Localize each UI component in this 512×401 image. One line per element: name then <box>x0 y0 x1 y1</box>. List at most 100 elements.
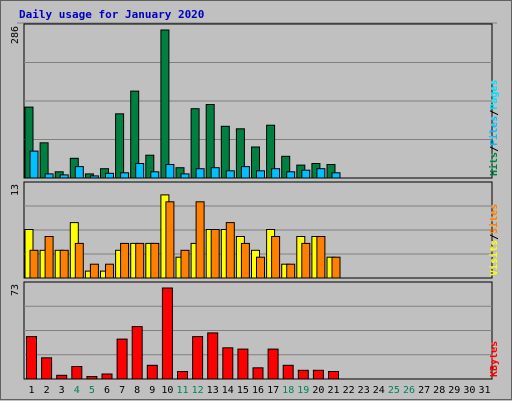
bar-sites-day-7 <box>120 242 130 279</box>
bar-files-day-14 <box>225 170 235 179</box>
x-tick-label: 28 <box>433 385 445 396</box>
bar-kbytes-day-4 <box>71 366 83 380</box>
y-max-label-kbytes: 73 <box>10 284 21 296</box>
bar-kbytes-day-17 <box>267 348 279 380</box>
bar-files-day-6 <box>105 172 114 179</box>
bar-files-day-20 <box>316 168 326 179</box>
x-tick-label: 9 <box>149 385 155 396</box>
bar-kbytes-day-10 <box>161 287 173 380</box>
bar-files-day-13 <box>210 167 220 179</box>
x-tick-label: 6 <box>104 385 110 396</box>
legend-item: KBytes <box>489 341 500 377</box>
bar-sites-day-20 <box>316 236 326 279</box>
bar-kbytes-day-15 <box>237 348 249 380</box>
bar-hits-day-18 <box>281 155 291 179</box>
x-tick-label: 20 <box>312 385 324 396</box>
bar-kbytes-day-12 <box>192 336 204 380</box>
bar-files-day-10 <box>165 164 175 179</box>
bar-sites-day-10 <box>165 201 175 279</box>
bar-hits-day-7 <box>115 113 125 179</box>
x-tick-label: 16 <box>252 385 264 396</box>
legend-item: Files <box>488 116 500 146</box>
bar-kbytes-day-5 <box>86 376 98 380</box>
bar-files-day-21 <box>331 172 341 179</box>
x-tick-label: 25 <box>388 385 400 396</box>
bar-files-day-11 <box>180 173 190 179</box>
bar-files-day-7 <box>120 172 130 179</box>
bar-sites-day-14 <box>225 222 235 279</box>
bar-hits-day-10 <box>160 29 170 179</box>
x-tick-label: 12 <box>192 385 204 396</box>
bar-hits-day-2 <box>39 142 49 179</box>
bar-kbytes-day-11 <box>177 371 188 380</box>
bar-kbytes-day-16 <box>252 367 264 380</box>
x-tick-label: 3 <box>59 385 65 396</box>
bar-kbytes-day-20 <box>312 369 324 380</box>
bar-kbytes-day-21 <box>328 371 339 380</box>
legend-separator: / <box>489 110 500 116</box>
bar-files-day-8 <box>135 163 145 179</box>
legend-visits: Visits/Sites <box>488 204 500 276</box>
y-max-label-hits: 286 <box>10 26 21 44</box>
bar-sites-day-11 <box>180 249 190 279</box>
bar-files-day-1 <box>29 150 39 179</box>
bar-sites-day-19 <box>301 242 311 279</box>
bar-kbytes-day-1 <box>26 336 37 380</box>
x-tick-label: 26 <box>403 385 415 396</box>
bar-sites-day-2 <box>44 236 54 279</box>
x-tick-label: 22 <box>343 385 355 396</box>
bar-sites-day-15 <box>240 242 250 279</box>
bar-kbytes-day-2 <box>41 357 53 380</box>
x-tick-label: 13 <box>207 385 219 396</box>
bar-hits-day-13 <box>205 104 215 179</box>
x-tick-label: 10 <box>161 385 173 396</box>
bar-files-day-5 <box>89 175 99 179</box>
bar-hits-day-12 <box>190 108 200 179</box>
bar-kbytes-day-3 <box>56 374 68 380</box>
x-tick-label: 15 <box>237 385 249 396</box>
bar-sites-day-9 <box>150 242 160 279</box>
bar-hits-day-8 <box>130 90 140 179</box>
chart-title: Daily usage for January 2020 <box>19 8 205 21</box>
bar-kbytes-day-14 <box>222 347 234 380</box>
bar-hits-day-11 <box>175 167 185 179</box>
bar-files-day-9 <box>150 171 160 179</box>
bar-kbytes-day-18 <box>282 364 294 380</box>
legend-hits: Hits/Files/Pages <box>488 80 500 176</box>
x-tick-label: 14 <box>222 385 234 396</box>
bar-files-day-3 <box>59 174 69 179</box>
legend-item: Visits <box>488 240 500 276</box>
x-tick-label: 29 <box>448 385 460 396</box>
x-tick-label: 24 <box>373 385 385 396</box>
bar-files-day-12 <box>195 168 205 179</box>
legend-item: Hits <box>488 152 500 176</box>
bar-kbytes-day-7 <box>116 338 128 380</box>
x-tick-label: 27 <box>418 385 430 396</box>
x-tick-label: 2 <box>44 385 50 396</box>
bar-sites-day-12 <box>195 201 205 279</box>
x-tick-label: 23 <box>358 385 370 396</box>
bar-sites-day-8 <box>135 242 145 279</box>
bar-sites-day-5 <box>89 263 99 279</box>
legend-separator: / <box>489 234 500 240</box>
x-tick-label: 11 <box>176 385 188 396</box>
x-tick-label: 30 <box>463 385 475 396</box>
bar-sites-day-21 <box>331 256 341 279</box>
bar-files-day-2 <box>44 173 54 179</box>
bar-sites-day-13 <box>210 229 220 279</box>
y-max-label-visits: 13 <box>10 184 21 196</box>
bar-files-day-16 <box>256 170 265 179</box>
bar-sites-day-1 <box>29 249 39 279</box>
bar-kbytes-day-8 <box>131 326 143 380</box>
legend-kbytes: KBytes <box>489 341 500 377</box>
bar-sites-day-4 <box>74 242 84 279</box>
bar-hits-day-17 <box>266 124 276 179</box>
x-tick-label: 5 <box>89 385 95 396</box>
bar-sites-day-16 <box>256 256 265 279</box>
bar-hits-day-21 <box>326 164 336 179</box>
bar-sites-day-18 <box>286 263 296 279</box>
bar-sites-day-17 <box>271 236 281 279</box>
x-tick-label: 7 <box>119 385 125 396</box>
bar-hits-day-16 <box>251 146 260 179</box>
x-tick-label: 18 <box>282 385 294 396</box>
